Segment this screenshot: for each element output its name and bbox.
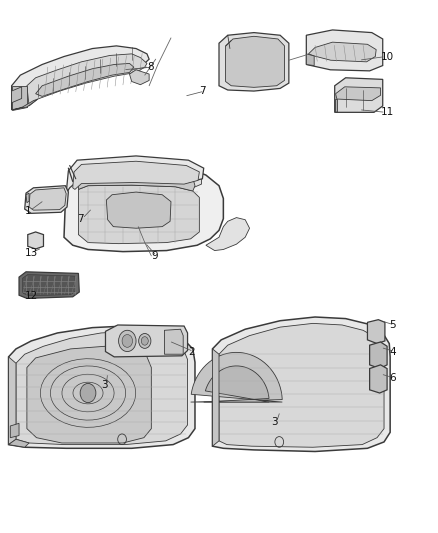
Polygon shape [106,192,171,228]
Polygon shape [212,349,219,446]
Polygon shape [306,54,314,66]
Polygon shape [26,193,29,203]
Circle shape [139,334,151,349]
Polygon shape [308,42,376,62]
Text: 3: 3 [101,379,108,390]
Polygon shape [206,217,250,251]
Polygon shape [9,357,16,445]
Circle shape [80,383,96,402]
Polygon shape [29,188,66,210]
Polygon shape [164,329,183,354]
Polygon shape [75,159,201,190]
Text: 12: 12 [25,290,38,301]
Polygon shape [9,326,195,448]
Polygon shape [78,185,199,244]
Polygon shape [73,161,199,189]
Polygon shape [367,320,385,344]
Polygon shape [306,30,383,71]
Polygon shape [219,33,289,91]
Text: 8: 8 [147,62,154,72]
Text: 9: 9 [151,251,158,261]
Polygon shape [370,365,387,393]
Polygon shape [212,317,390,451]
Polygon shape [12,99,38,110]
Polygon shape [335,78,383,112]
Polygon shape [27,54,147,106]
Polygon shape [12,87,21,103]
Polygon shape [106,325,187,357]
Polygon shape [19,272,79,298]
Polygon shape [191,352,283,402]
Polygon shape [22,274,76,296]
Polygon shape [64,165,223,252]
Circle shape [141,337,148,345]
Polygon shape [219,324,384,447]
Polygon shape [28,232,43,249]
Polygon shape [35,63,134,96]
Polygon shape [12,86,27,110]
Polygon shape [66,156,204,193]
Text: 3: 3 [272,417,278,427]
Polygon shape [335,99,337,112]
Polygon shape [27,346,151,443]
Polygon shape [12,46,149,110]
Text: 4: 4 [389,346,396,357]
Polygon shape [25,185,68,213]
Polygon shape [11,423,19,438]
Polygon shape [130,70,149,85]
Text: 5: 5 [389,320,396,330]
Text: 13: 13 [25,248,38,258]
Text: 7: 7 [199,86,206,96]
Text: 10: 10 [381,52,394,61]
Circle shape [122,335,133,348]
Polygon shape [226,36,285,87]
Text: 2: 2 [188,346,195,357]
Polygon shape [9,439,29,447]
Text: 6: 6 [389,373,396,383]
Text: 1: 1 [25,206,32,216]
Polygon shape [336,87,381,101]
Polygon shape [78,171,195,191]
Polygon shape [204,366,269,402]
Circle shape [119,330,136,352]
Text: 7: 7 [77,214,84,224]
Text: 11: 11 [381,107,394,117]
Polygon shape [370,342,387,368]
Polygon shape [16,332,187,445]
